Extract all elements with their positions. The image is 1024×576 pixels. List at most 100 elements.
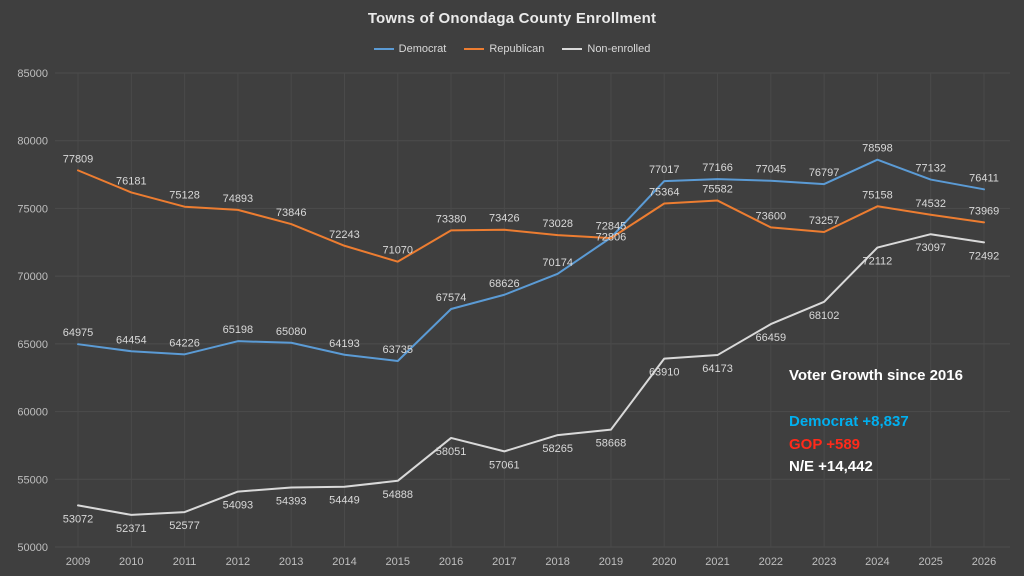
data-label-republican: 71070 bbox=[382, 245, 413, 257]
legend-label-democrat: Democrat bbox=[398, 43, 447, 55]
data-label-democrat: 68626 bbox=[489, 278, 520, 290]
data-label-non-enrolled: 58051 bbox=[436, 446, 467, 458]
data-label-republican: 74532 bbox=[915, 198, 946, 210]
data-label-republican: 73028 bbox=[542, 218, 573, 230]
x-tick-label: 2009 bbox=[66, 556, 90, 568]
data-label-democrat: 78598 bbox=[862, 143, 893, 155]
x-tick-label: 2021 bbox=[705, 556, 729, 568]
annotation-heading: Voter Growth since 2016 bbox=[789, 367, 963, 384]
data-label-non-enrolled: 54449 bbox=[329, 495, 360, 507]
x-tick-label: 2016 bbox=[439, 556, 463, 568]
data-label-democrat: 76411 bbox=[969, 172, 999, 184]
data-label-republican: 73846 bbox=[276, 207, 307, 219]
data-label-democrat: 77017 bbox=[649, 164, 680, 176]
data-label-non-enrolled: 53072 bbox=[63, 513, 94, 525]
annotation-line: Democrat +8,837 bbox=[789, 412, 909, 430]
y-tick-label: 70000 bbox=[17, 271, 48, 283]
series-line-democrat bbox=[77, 158, 985, 362]
data-label-non-enrolled: 58668 bbox=[596, 438, 627, 450]
data-label-democrat: 76797 bbox=[809, 167, 840, 179]
x-tick-label: 2022 bbox=[759, 556, 783, 568]
series-line-non-enrolled bbox=[77, 233, 985, 516]
x-tick-label: 2023 bbox=[812, 556, 836, 568]
x-tick-label: 2020 bbox=[652, 556, 676, 568]
data-label-non-enrolled: 72112 bbox=[863, 256, 893, 268]
y-tick-label: 75000 bbox=[17, 203, 48, 215]
data-label-republican: 77809 bbox=[63, 153, 94, 165]
y-tick-label: 80000 bbox=[17, 136, 48, 148]
x-tick-label: 2026 bbox=[972, 556, 996, 568]
data-label-democrat: 64454 bbox=[116, 334, 147, 346]
data-label-democrat: 77045 bbox=[756, 164, 787, 176]
annotation-lines: Democrat +8,837 GOP +589 N/E +14,442 bbox=[789, 411, 963, 478]
data-label-democrat: 72845 bbox=[596, 221, 627, 233]
data-label-democrat: 64975 bbox=[63, 327, 94, 339]
data-label-republican: 72243 bbox=[329, 229, 360, 241]
x-tick-label: 2013 bbox=[279, 556, 303, 568]
y-tick-label: 85000 bbox=[17, 68, 48, 80]
data-label-republican: 73380 bbox=[436, 213, 467, 225]
data-label-non-enrolled: 72492 bbox=[969, 250, 1000, 262]
y-tick-label: 65000 bbox=[17, 339, 48, 351]
data-label-republican: 75364 bbox=[649, 186, 680, 198]
legend-swatch-republican bbox=[464, 48, 485, 50]
legend-swatch-non-enrolled bbox=[562, 48, 583, 50]
data-label-republican: 73426 bbox=[489, 213, 520, 225]
data-label-non-enrolled: 54093 bbox=[223, 500, 254, 512]
data-label-democrat: 65198 bbox=[223, 324, 254, 336]
data-label-democrat: 63735 bbox=[382, 344, 413, 356]
x-tick-label: 2014 bbox=[332, 556, 356, 568]
legend-item-republican: Republican bbox=[464, 43, 544, 55]
x-tick-label: 2018 bbox=[545, 556, 569, 568]
data-label-non-enrolled: 54393 bbox=[276, 496, 307, 508]
chart-title: Towns of Onondaga County Enrollment bbox=[367, 10, 657, 27]
data-label-non-enrolled: 54888 bbox=[382, 489, 413, 501]
data-label-democrat: 65080 bbox=[276, 326, 307, 338]
data-label-democrat: 64193 bbox=[329, 338, 360, 350]
x-tick-label: 2010 bbox=[119, 556, 143, 568]
y-tick-label: 60000 bbox=[17, 407, 48, 419]
x-tick-label: 2019 bbox=[599, 556, 623, 568]
data-label-non-enrolled: 52577 bbox=[169, 520, 200, 532]
data-label-democrat: 70174 bbox=[542, 257, 573, 269]
data-label-non-enrolled: 66459 bbox=[756, 332, 787, 344]
data-label-republican: 73600 bbox=[756, 210, 787, 222]
data-label-republican: 74893 bbox=[223, 193, 254, 205]
data-label-democrat: 64226 bbox=[169, 337, 200, 349]
data-label-republican: 75582 bbox=[702, 184, 733, 196]
data-label-non-enrolled: 68102 bbox=[809, 310, 840, 322]
legend-swatch-democrat bbox=[373, 48, 394, 50]
data-label-democrat: 67574 bbox=[436, 292, 467, 304]
data-label-democrat: 77132 bbox=[915, 163, 946, 175]
legend-item-democrat: Democrat bbox=[373, 43, 447, 55]
data-label-republican: 76181 bbox=[116, 175, 147, 187]
data-label-non-enrolled: 64173 bbox=[702, 363, 733, 375]
y-tick-label: 55000 bbox=[17, 474, 48, 486]
series-line-republican bbox=[77, 169, 985, 263]
x-tick-label: 2011 bbox=[173, 556, 197, 568]
data-label-republican: 75128 bbox=[169, 190, 200, 202]
data-label-republican: 73257 bbox=[809, 215, 840, 227]
data-label-non-enrolled: 63910 bbox=[649, 367, 680, 379]
x-tick-label: 2025 bbox=[918, 556, 942, 568]
y-tick-label: 50000 bbox=[17, 542, 48, 554]
data-label-non-enrolled: 73097 bbox=[915, 242, 946, 254]
x-tick-label: 2015 bbox=[386, 556, 410, 568]
legend-item-non-enrolled: Non-enrolled bbox=[562, 43, 650, 55]
data-label-republican: 72806 bbox=[596, 232, 627, 244]
x-tick-label: 2017 bbox=[492, 556, 516, 568]
legend-label-republican: Republican bbox=[489, 43, 545, 55]
data-label-democrat: 77166 bbox=[702, 162, 733, 174]
annotation: Voter Growth since 2016 Democrat +8,837 G… bbox=[789, 365, 963, 478]
data-label-non-enrolled: 52371 bbox=[116, 523, 147, 535]
x-tick-label: 2024 bbox=[865, 556, 889, 568]
data-label-non-enrolled: 58265 bbox=[542, 443, 573, 455]
legend-label-non-enrolled: Non-enrolled bbox=[587, 43, 651, 55]
x-tick-label: 2012 bbox=[226, 556, 250, 568]
data-label-non-enrolled: 57061 bbox=[489, 459, 520, 471]
data-label-republican: 75158 bbox=[862, 189, 893, 201]
legend: Democrat Republican Non-enrolled bbox=[0, 43, 1024, 55]
annotation-line: GOP +589 bbox=[789, 435, 861, 453]
annotation-line: N/E +14,442 bbox=[789, 458, 873, 476]
